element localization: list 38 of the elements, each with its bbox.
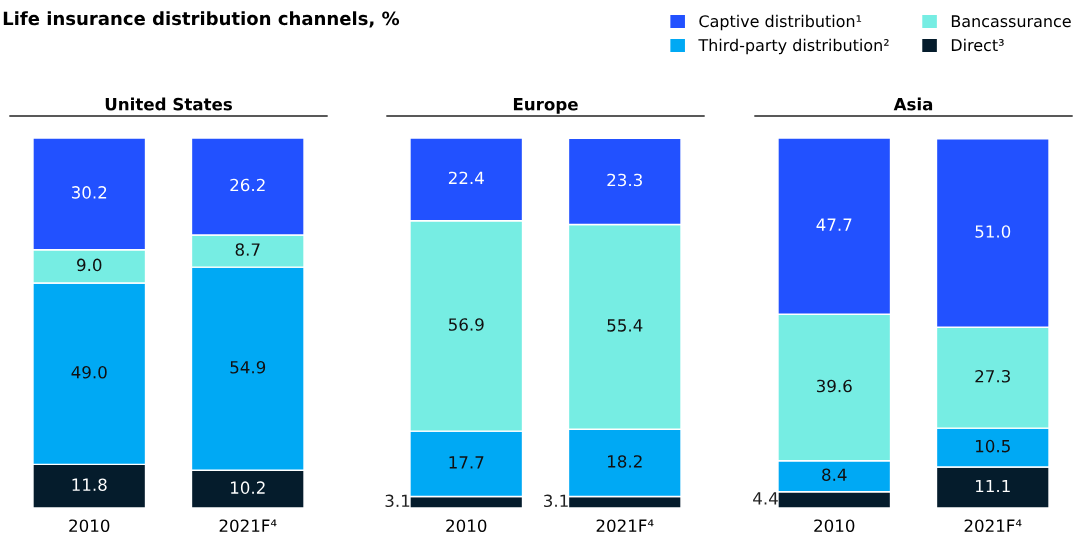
data-label: 8.7: [235, 243, 260, 256]
data-label: 26.2: [230, 178, 265, 192]
data-label: 11.1: [976, 479, 1010, 493]
data-label: 47.7: [816, 218, 852, 231]
data-label: 54.9: [230, 360, 266, 374]
data-label: 10.2: [231, 481, 265, 494]
data-label: 3.1: [385, 494, 410, 508]
legend-label: Third-party distribution²: [698, 38, 889, 55]
x-tick-label: 2010: [69, 519, 110, 533]
x-tick-label: 2021F⁴: [219, 519, 277, 533]
data-label: 55.4: [607, 319, 643, 332]
legend-label: Bancassurance: [951, 15, 1071, 28]
data-label: 3.1: [544, 494, 568, 508]
data-label: 56.9: [448, 318, 484, 331]
legend-label: Direct³: [951, 38, 1004, 52]
x-tick-label: 2021F⁴: [964, 519, 1022, 533]
data-label: 27.3: [975, 369, 1010, 383]
chart-title: United States: [105, 97, 232, 111]
x-tick-label: 2010: [814, 519, 855, 533]
legend-label: Captive distribution¹: [699, 14, 862, 31]
data-label: 9.0: [77, 258, 102, 272]
text: Life insurance distribution channels, %: [3, 11, 400, 28]
data-label: 18.2: [608, 455, 642, 468]
data-label: 11.8: [72, 478, 107, 492]
data-label: 10.5: [976, 439, 1010, 453]
x-tick-label: 2010: [446, 519, 487, 533]
x-tick-label: 2021F⁴: [596, 519, 654, 533]
data-label: 51.0: [975, 225, 1011, 238]
data-label: 30.2: [71, 186, 107, 199]
data-label: 49.0: [71, 365, 107, 379]
data-label: 4.4: [753, 492, 778, 505]
data-label: 17.7: [449, 456, 484, 469]
data-label: 23.3: [607, 173, 642, 187]
data-label: 22.4: [448, 171, 484, 184]
chart-title: Asia: [893, 97, 933, 111]
chart-title: Europe: [513, 98, 578, 114]
data-label: 8.4: [822, 468, 847, 482]
data-label: 39.6: [816, 379, 852, 393]
